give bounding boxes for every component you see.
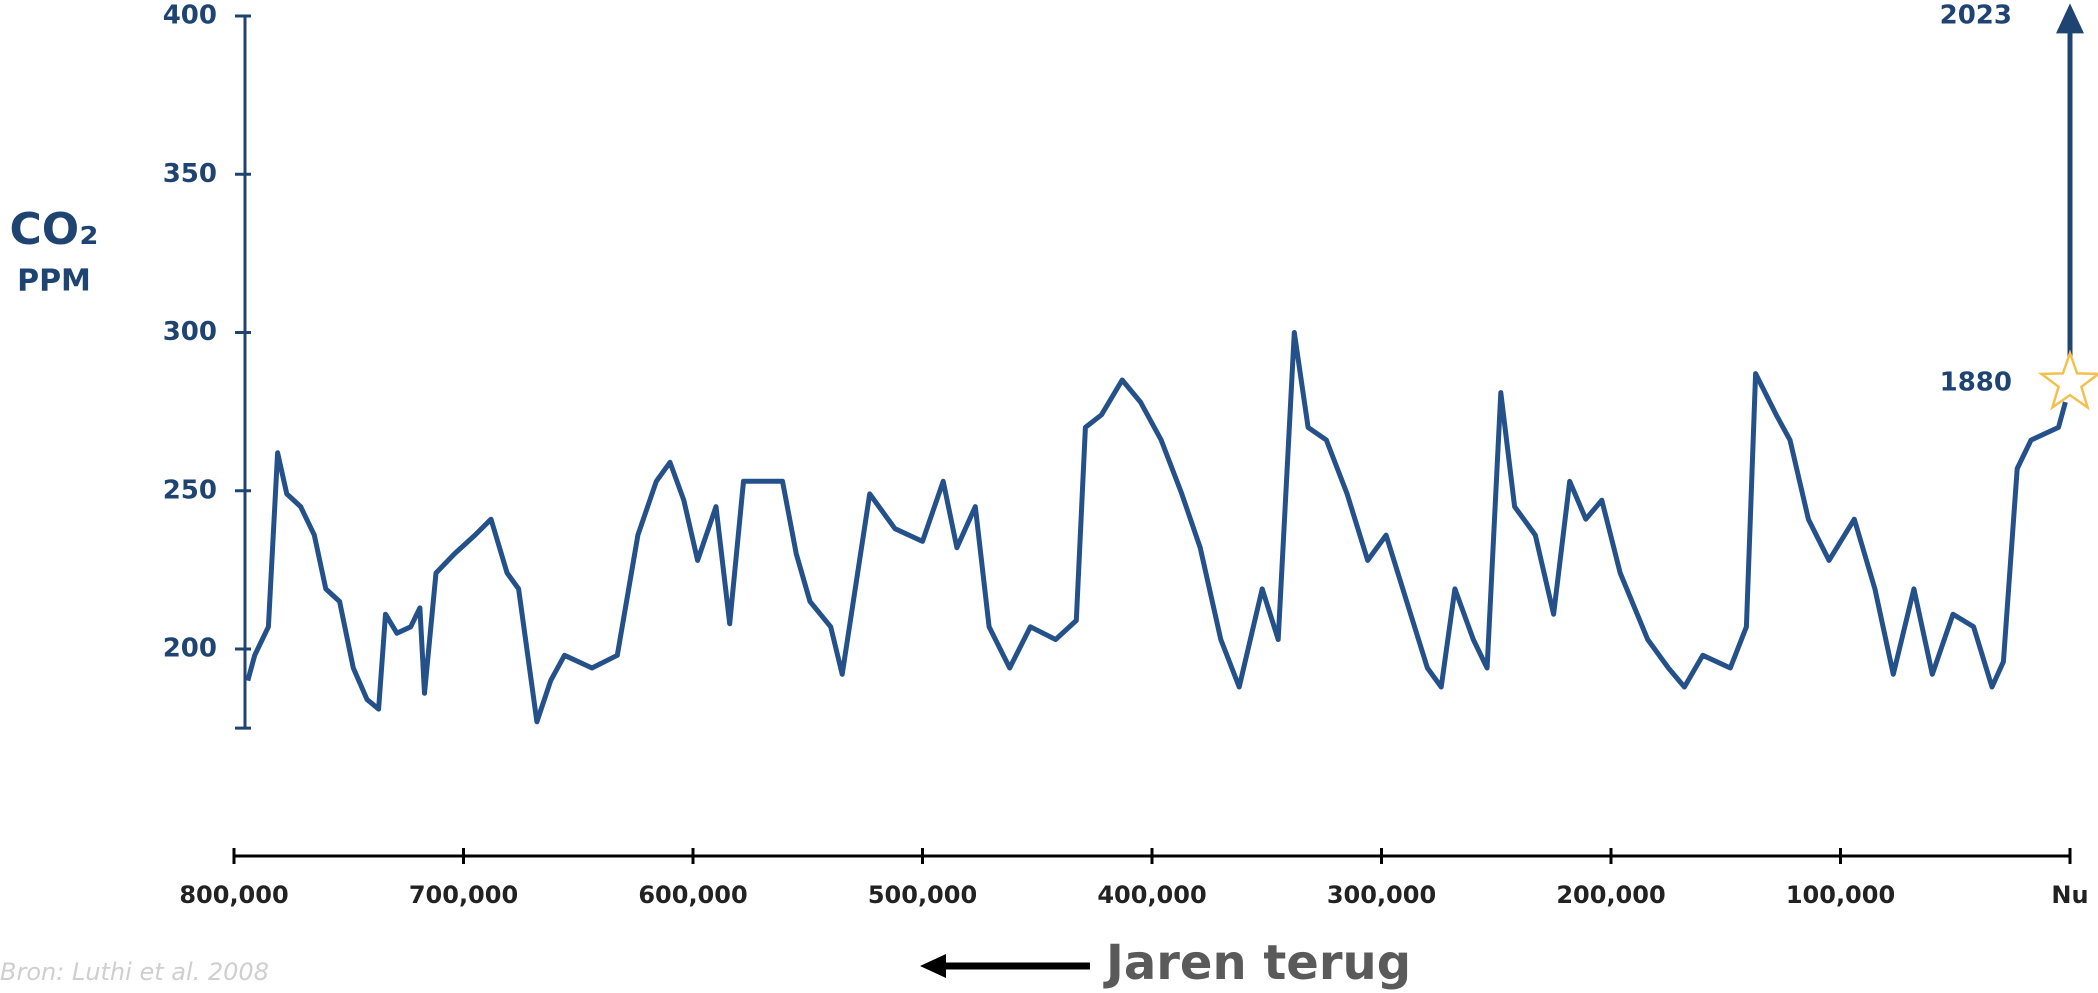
star-1880 xyxy=(2037,349,2098,411)
annotation-label: 1880 xyxy=(1940,368,2012,398)
x-tick-label: 300,000 xyxy=(1327,881,1436,909)
x-tick-label: 600,000 xyxy=(638,881,747,909)
y-tick-label: 300 xyxy=(163,317,217,347)
y-tick-label: 350 xyxy=(163,159,217,189)
co2-line xyxy=(245,330,2068,725)
y-tick-label: 250 xyxy=(163,475,217,505)
y-label-unit: PPM xyxy=(17,264,91,299)
rise-arrow-head xyxy=(2056,3,2084,34)
x-tick-label: 100,000 xyxy=(1786,881,1895,909)
x-tick-label: Nu xyxy=(2051,881,2088,909)
x-tick-label: 800,000 xyxy=(179,881,288,909)
x-label: Jaren terug xyxy=(1103,935,1411,991)
x-tick-label: 200,000 xyxy=(1556,881,1665,909)
x-tick-label: 700,000 xyxy=(409,881,518,909)
x-tick-label: 500,000 xyxy=(868,881,977,909)
y-label: CO₂ xyxy=(10,204,99,255)
x-tick-label: 400,000 xyxy=(1097,881,1206,909)
annotation-label: 2023 xyxy=(1940,1,2012,31)
y-tick-label: 400 xyxy=(163,1,217,31)
y-tick-label: 200 xyxy=(163,634,217,664)
source: Bron: Luthi et al. 2008 xyxy=(0,958,269,986)
x-arrow-head xyxy=(920,954,946,978)
